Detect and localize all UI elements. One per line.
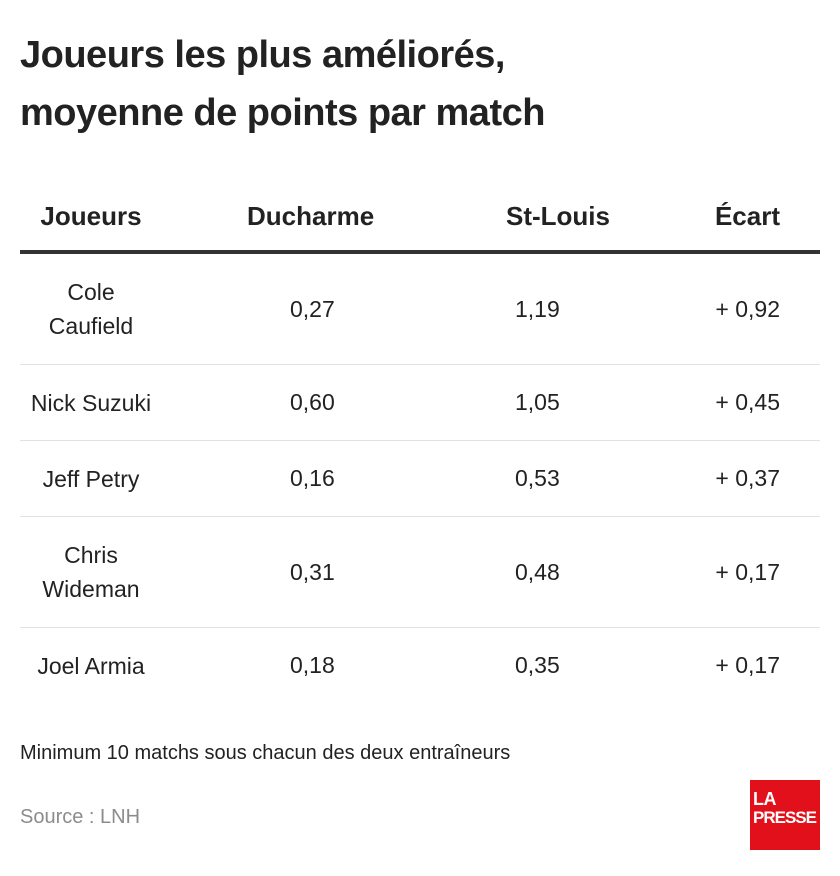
- player-name-line-1: Chris: [64, 542, 118, 568]
- table-row: Cole Caufield 0,27 1,19 + 0,92: [20, 252, 820, 365]
- chart-title-line-1: Joueurs les plus améliorés,: [20, 34, 505, 76]
- ducharme-value: 0,27: [162, 252, 462, 365]
- ecart-value: + 0,45: [612, 364, 820, 441]
- column-header-joueurs: Joueurs: [20, 182, 162, 254]
- st-louis-value: 1,05: [462, 364, 612, 441]
- player-name-line-1: Cole: [67, 279, 115, 305]
- column-header-ducharme: Ducharme: [162, 182, 462, 254]
- st-louis-value: 0,53: [462, 440, 612, 517]
- column-header-ecart: Écart: [612, 182, 820, 254]
- column-header-st-louis: St-Louis: [462, 182, 612, 254]
- ducharme-value: 0,18: [290, 652, 335, 678]
- logo-text-line-2: PRESSE: [753, 808, 817, 827]
- header-row: Joueurs Ducharme St-Louis Écart: [20, 182, 820, 254]
- ducharme-value: 0,16: [162, 440, 462, 517]
- player-name: Chris Wideman: [20, 516, 162, 628]
- st-louis-value: 1,19: [462, 252, 612, 365]
- chart-title-line-2: moyenne de points par match: [20, 92, 545, 134]
- st-louis-value: 0,48: [462, 516, 612, 628]
- player-name: Jeff Petry: [20, 440, 162, 517]
- table-row: Jeff Petry 0,16 0,53 + 0,37: [20, 440, 820, 517]
- logo-text-line-1: LA: [753, 789, 777, 809]
- ducharme-value: 0,60: [162, 364, 462, 441]
- la-presse-logo: LA PRESSE: [750, 780, 820, 850]
- ducharme-value: 0,31: [162, 516, 462, 628]
- player-name-line-2: Caufield: [48, 313, 134, 339]
- player-name: Cole Caufield: [20, 252, 162, 365]
- table-row: Nick Suzuki 0,60 1,05 + 0,45: [20, 364, 820, 441]
- ecart-value: + 0,92: [612, 252, 820, 365]
- table-row: Chris Wideman 0,31 0,48 + 0,17: [20, 516, 820, 628]
- ecart-value: + 0,17: [715, 652, 780, 678]
- ecart-value: + 0,37: [612, 440, 820, 517]
- player-name-line-1: Joel Armia: [37, 652, 145, 679]
- chart-title: Joueurs les plus améliorés, moyenne de p…: [20, 26, 820, 142]
- player-name-line-1: Jeff Petry: [42, 465, 140, 492]
- player-name-line-2: Wideman: [42, 576, 140, 602]
- table-row: Joel Armia 0,18 0,35 + 0,17: [20, 628, 820, 704]
- source-credit: Source : LNH: [20, 806, 141, 828]
- footnote: Minimum 10 matchs sous chacun des deux e…: [20, 742, 511, 764]
- stats-table: Joueurs Ducharme St-Louis Écart Cole Cau…: [20, 182, 820, 703]
- player-name: Nick Suzuki: [20, 364, 162, 441]
- player-name-line-1: Nick Suzuki: [30, 389, 152, 416]
- player-name: Joel Armia: [20, 628, 162, 704]
- st-louis-value: 0,35: [515, 652, 560, 678]
- ecart-value: + 0,17: [612, 516, 820, 628]
